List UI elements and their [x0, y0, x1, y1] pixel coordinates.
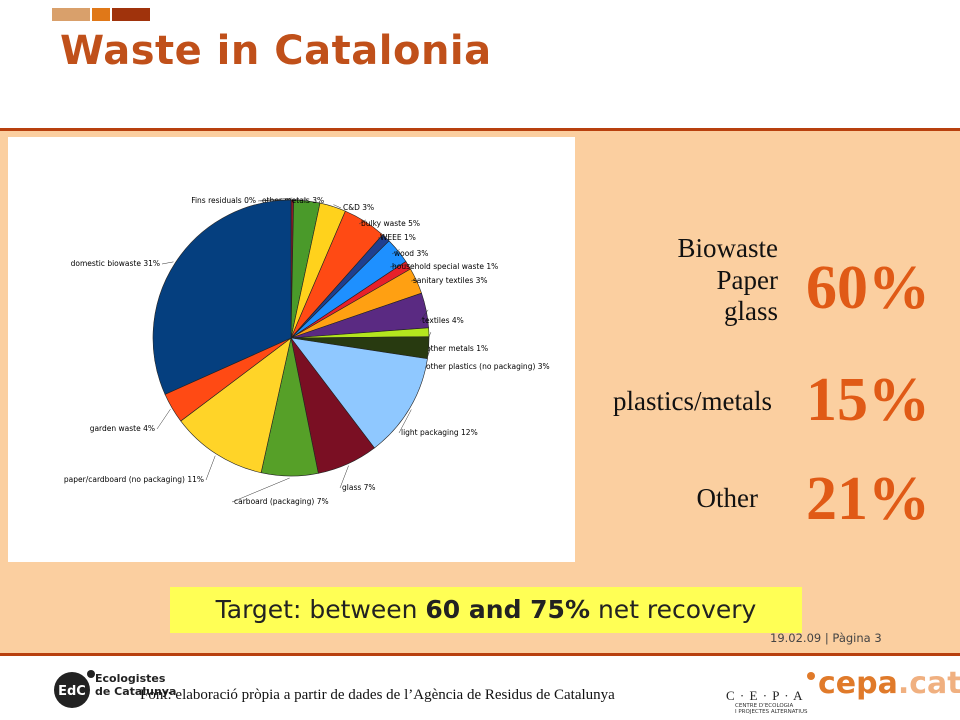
pie-leader-line: [156, 409, 171, 430]
category-label-paper: Paper: [716, 265, 778, 295]
pie-slice-label: other metals 3%: [262, 196, 324, 205]
pie-leader-line: [161, 261, 174, 265]
pie-slice: [152, 199, 292, 395]
category-label-other: Other: [696, 483, 758, 513]
percent-plastics-metals: 15%: [806, 366, 930, 434]
category-label-biowaste: Biowaste: [677, 233, 779, 263]
header-decor-block: [52, 8, 90, 21]
pie-leader-line: [410, 279, 419, 282]
pie-slice-label: other metals 1%: [426, 344, 488, 353]
pie-leader-line: [419, 309, 429, 322]
pie-leader-line: [358, 219, 367, 225]
target-suffix: net recovery: [590, 595, 757, 624]
target-prefix: Target: between: [215, 595, 426, 624]
pie-slice-label: wood 3%: [394, 249, 428, 258]
cepa-domain-name: cepa: [818, 666, 898, 701]
page-info: 19.02.09 | Pàgina 3: [770, 631, 882, 645]
target-emphasis: 60 and 75%: [425, 595, 591, 624]
cepa-subtitle-line1: CENTRE D’ECOLOGIA: [735, 703, 794, 709]
pie-slice-label: sanitary textiles 3%: [413, 276, 488, 285]
pie-slice-label: other plastics (no packaging) 3%: [426, 362, 550, 371]
pie-leader-line: [389, 263, 410, 268]
cepa-emblem-icon: [807, 672, 815, 680]
pie-slice-label: bulky waste 5%: [361, 219, 420, 228]
pie-chart-panel: Fins residuals 0% other metals 3% C&D 3% bu…: [8, 137, 575, 562]
pie-slice-label: paper/cardboard (no packaging) 11%: [64, 475, 204, 484]
category-label-plastics-metals: plastics/metals: [613, 386, 772, 416]
category-label-glass: glass: [724, 296, 778, 326]
pie-slice: [290, 337, 428, 449]
pie-slice-label: garden waste 4%: [90, 424, 155, 433]
ecologistes-name: Ecologistes de Catalunya: [95, 672, 176, 698]
cepa-subtitle: CENTRE D’ECOLOGIA I PROJECTES ALTERNATIU…: [735, 703, 808, 715]
edc-abbreviation: EdC: [58, 684, 86, 699]
pie-slice-label: light packaging 12%: [401, 428, 478, 437]
percent-biowaste-paper-glass: 60%: [806, 254, 930, 322]
pie-slice-label: C&D 3%: [343, 203, 374, 212]
pie-slice-label: WEEE 1%: [380, 233, 416, 242]
cepa-letters: C · E · P · A: [726, 688, 804, 703]
pie-slice: [180, 337, 292, 474]
pie-leader-line: [377, 236, 388, 239]
pie-slice-label: household special waste 1%: [392, 262, 498, 271]
pie-leader-line: [339, 465, 349, 489]
ecologistes-name-line1: Ecologistes: [95, 672, 166, 685]
pie-slice-label: domestic biowaste 31%: [71, 259, 160, 268]
target-banner: Target: between 60 and 75% net recovery: [170, 587, 802, 633]
pie-leader-line: [231, 477, 290, 503]
source-note: Font: elaboració pròpia a partir de dade…: [140, 687, 615, 703]
pie-leader-line: [257, 197, 293, 202]
waste-composition-pie-chart: Fins residuals 0% other metals 3% C&D 3% bu…: [64, 196, 550, 506]
page-title: Waste in Catalonia: [60, 28, 492, 74]
pie-slice-label: textiles 4%: [422, 316, 464, 325]
percent-other: 21%: [806, 465, 930, 533]
pie-slice-label: Fins residuals 0%: [191, 196, 256, 205]
cepa-domain-tld: .cat: [897, 666, 960, 701]
pie-leader-line: [391, 249, 400, 255]
ecologistes-logo: EdC: [54, 670, 95, 708]
header-decor-block: [112, 8, 150, 21]
pie-slice-label: carboard (packaging) 7%: [234, 497, 329, 506]
ecologistes-name-line2: de Catalunya: [95, 685, 177, 698]
pie-leader-line: [333, 204, 342, 209]
cepa-subtitle-line2: I PROJECTES ALTERNATIUS: [735, 709, 808, 715]
pie-leader-line: [398, 409, 412, 434]
cepa-cat-logo: cepa.cat: [818, 666, 960, 701]
header-decor-block: [92, 8, 110, 21]
pie-slice-label: glass 7%: [342, 483, 376, 492]
pie-leader-line: [205, 455, 216, 481]
